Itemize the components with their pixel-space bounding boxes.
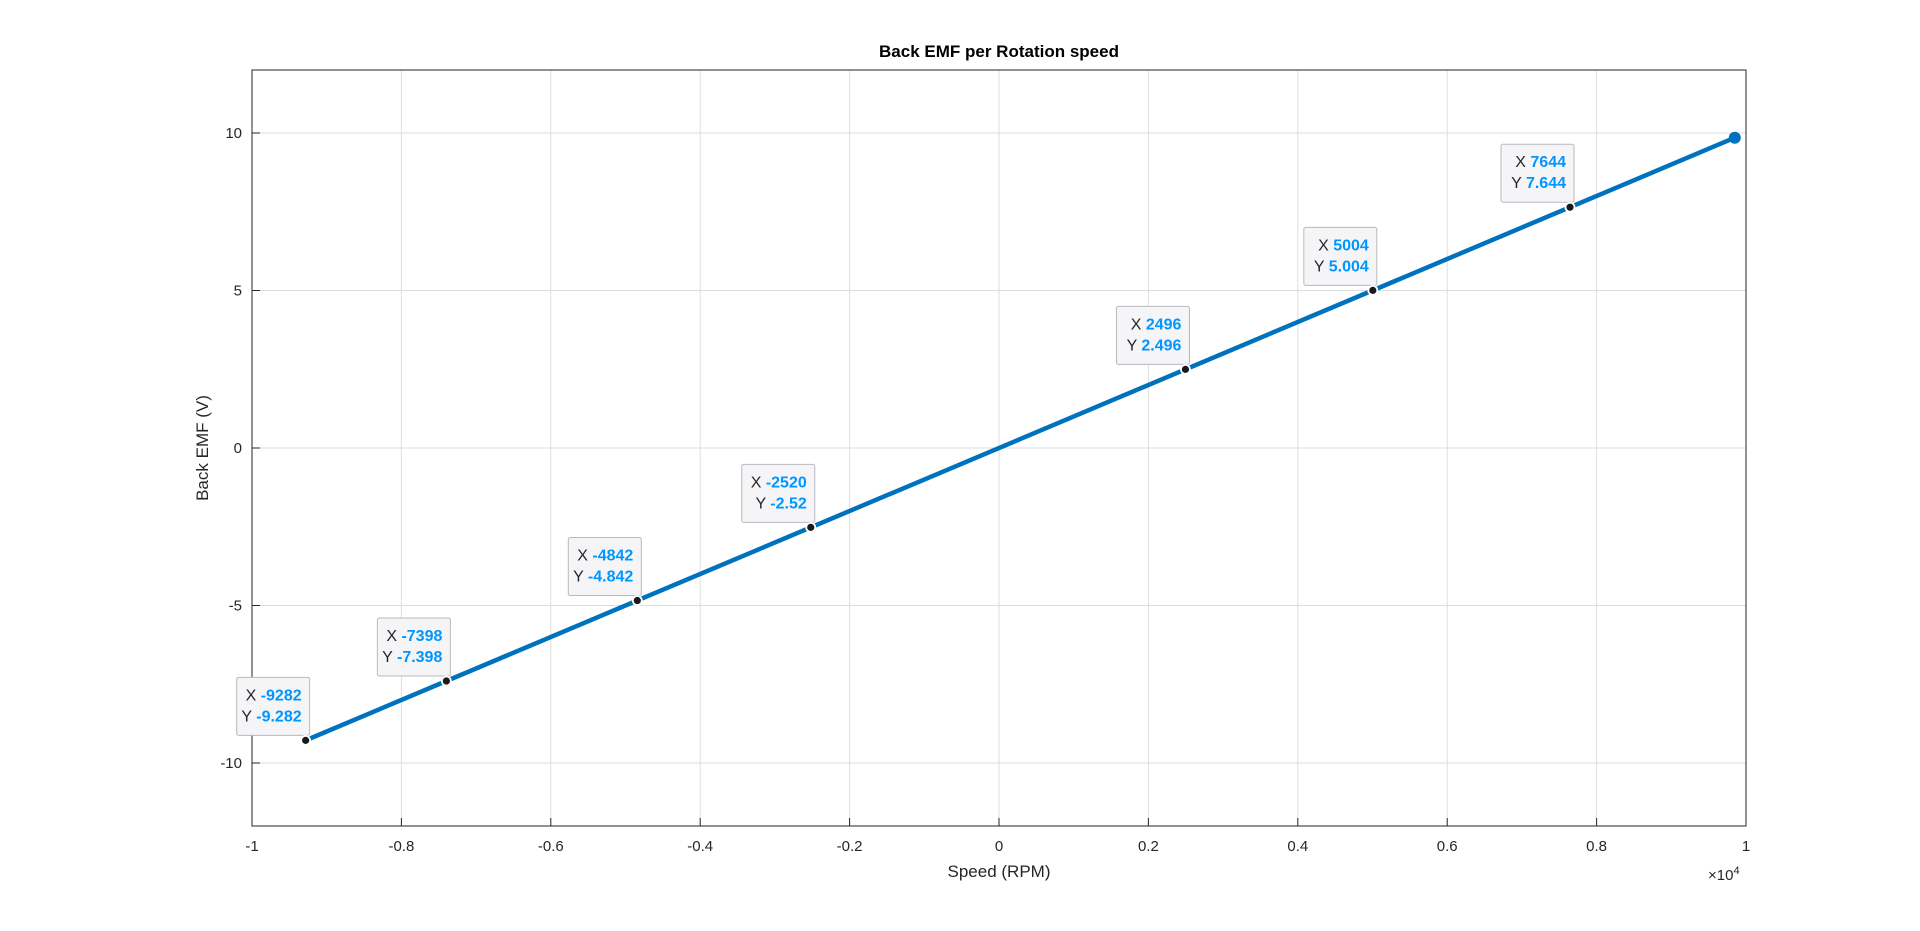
datatip-y: Y 2.496 xyxy=(1127,337,1182,354)
x-axis-label: Speed (RPM) xyxy=(948,862,1051,881)
datatip-box xyxy=(1500,143,1575,203)
datatip-marker xyxy=(440,675,452,687)
x-tick-label: 0 xyxy=(995,838,1003,855)
series xyxy=(303,131,1741,743)
datatip[interactable]: X -2520 Y -2.52 xyxy=(741,463,817,533)
x-tick-label: 0.6 xyxy=(1437,838,1458,855)
y-tick-label: 0 xyxy=(234,440,242,457)
datatip-marker xyxy=(1180,363,1191,375)
datatip-y: Y 5.004 xyxy=(1314,258,1369,275)
datatip-x: X 5004 xyxy=(1318,237,1369,254)
datatip-marker xyxy=(631,595,643,606)
y-tick-label: -5 xyxy=(229,598,242,615)
x-tick-label: 0.4 xyxy=(1287,838,1308,855)
datatip-y: Y -9.282 xyxy=(241,708,301,725)
x-tick-label: -0.6 xyxy=(538,838,564,855)
datatip-y: Y 7.644 xyxy=(1511,175,1566,192)
datatip-box xyxy=(567,537,642,597)
datatip-box xyxy=(1115,305,1190,365)
datatip-marker xyxy=(805,521,817,533)
ticks: -1 -0.8 -0.6 -0.4 -0.2 0 0.2 0.4 0.6 0.8 1 -10 -5 0 5 1… xyxy=(220,125,1750,855)
datatip-marker xyxy=(300,734,312,746)
datatip-y: Y -4.842 xyxy=(573,569,633,586)
series-end-marker xyxy=(1728,131,1741,144)
datatip-x: X -9282 xyxy=(246,687,302,704)
y-axis-label: Back EMF (V) xyxy=(193,395,212,501)
x-tick-label: 0.8 xyxy=(1586,838,1607,855)
x-tick-label: -0.8 xyxy=(388,838,414,855)
y-tick-label: 10 xyxy=(225,125,242,142)
datatip-box xyxy=(236,676,311,736)
x-tick-label: -1 xyxy=(245,838,258,855)
datatip[interactable]: X 5004 Y 5.004 xyxy=(1303,226,1379,296)
chart-title: Back EMF per Rotation speed xyxy=(879,42,1119,61)
datatip-x: X -7398 xyxy=(386,628,442,645)
datatip-x: X -2520 xyxy=(751,474,807,491)
datatip[interactable]: X -7398 Y -7.398 xyxy=(376,617,452,687)
datatip[interactable]: X -4842 Y -4.842 xyxy=(567,537,643,606)
x-tick-label: -0.2 xyxy=(837,838,863,855)
datatip-x: X -4842 xyxy=(577,548,633,565)
datatip-x: X 2496 xyxy=(1131,316,1182,333)
y-tick-label: -10 xyxy=(220,755,242,772)
x-tick-label: -0.4 xyxy=(687,838,713,855)
datatip-marker xyxy=(1564,201,1576,213)
datatip[interactable]: X 7644 Y 7.644 xyxy=(1500,143,1576,213)
datatip-box xyxy=(1303,226,1378,286)
datatip-box xyxy=(376,617,451,677)
series-line xyxy=(303,135,1738,743)
datatip[interactable]: X -9282 Y -9.282 xyxy=(236,676,312,746)
datatip-y: Y -2.52 xyxy=(755,495,806,512)
datatip-y: Y -7.398 xyxy=(382,649,442,666)
datatip-box xyxy=(741,463,816,523)
x-axis-exponent: ×104 xyxy=(1708,865,1740,884)
datatips[interactable]: X -9282 Y -9.282 X -7398 Y -7.398 X -4842 Y -… xyxy=(236,143,1576,746)
y-tick-label: 5 xyxy=(234,283,242,300)
x-tick-label: 0.2 xyxy=(1138,838,1159,855)
x-tick-label: 1 xyxy=(1742,838,1750,855)
datatip-marker xyxy=(1367,284,1379,296)
datatip-x: X 7644 xyxy=(1515,154,1566,171)
datatip[interactable]: X 2496 Y 2.496 xyxy=(1115,305,1191,375)
